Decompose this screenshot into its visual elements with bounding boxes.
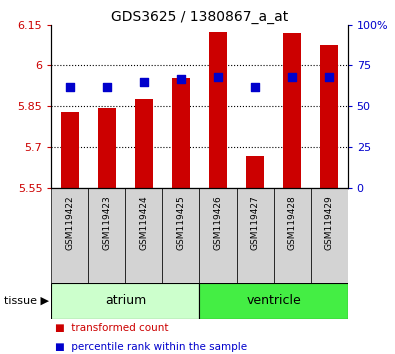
Bar bbox=[209, 32, 227, 188]
Text: ventricle: ventricle bbox=[246, 295, 301, 307]
Bar bbox=[199, 188, 237, 283]
Title: GDS3625 / 1380867_a_at: GDS3625 / 1380867_a_at bbox=[111, 10, 288, 24]
Text: GSM119428: GSM119428 bbox=[288, 195, 297, 250]
Point bbox=[252, 84, 258, 90]
Bar bbox=[126, 188, 162, 283]
Text: tissue ▶: tissue ▶ bbox=[4, 296, 49, 306]
Bar bbox=[51, 283, 199, 319]
Text: GSM119424: GSM119424 bbox=[139, 195, 149, 250]
Bar bbox=[274, 188, 310, 283]
Point bbox=[67, 84, 73, 90]
Text: GSM119422: GSM119422 bbox=[65, 195, 74, 250]
Text: GSM119425: GSM119425 bbox=[177, 195, 186, 250]
Text: GSM119429: GSM119429 bbox=[325, 195, 334, 250]
Bar bbox=[310, 188, 348, 283]
Bar bbox=[60, 112, 79, 188]
Text: GSM119426: GSM119426 bbox=[213, 195, 222, 250]
Bar bbox=[162, 188, 199, 283]
Bar bbox=[246, 156, 264, 188]
Point bbox=[215, 74, 221, 80]
Text: atrium: atrium bbox=[105, 295, 146, 307]
Bar bbox=[135, 99, 153, 188]
Point bbox=[326, 74, 332, 80]
Text: ■  transformed count: ■ transformed count bbox=[55, 323, 169, 333]
Bar bbox=[51, 188, 88, 283]
Text: GSM119423: GSM119423 bbox=[102, 195, 111, 250]
Bar bbox=[320, 45, 339, 188]
Bar bbox=[172, 78, 190, 188]
Bar bbox=[88, 188, 126, 283]
Bar bbox=[283, 33, 301, 188]
Bar bbox=[237, 188, 274, 283]
Point bbox=[289, 74, 295, 80]
Text: ■  percentile rank within the sample: ■ percentile rank within the sample bbox=[55, 342, 247, 352]
Bar bbox=[98, 108, 116, 188]
Point bbox=[178, 76, 184, 81]
Bar bbox=[199, 283, 348, 319]
Text: GSM119427: GSM119427 bbox=[250, 195, 260, 250]
Point bbox=[104, 84, 110, 90]
Point bbox=[141, 79, 147, 85]
